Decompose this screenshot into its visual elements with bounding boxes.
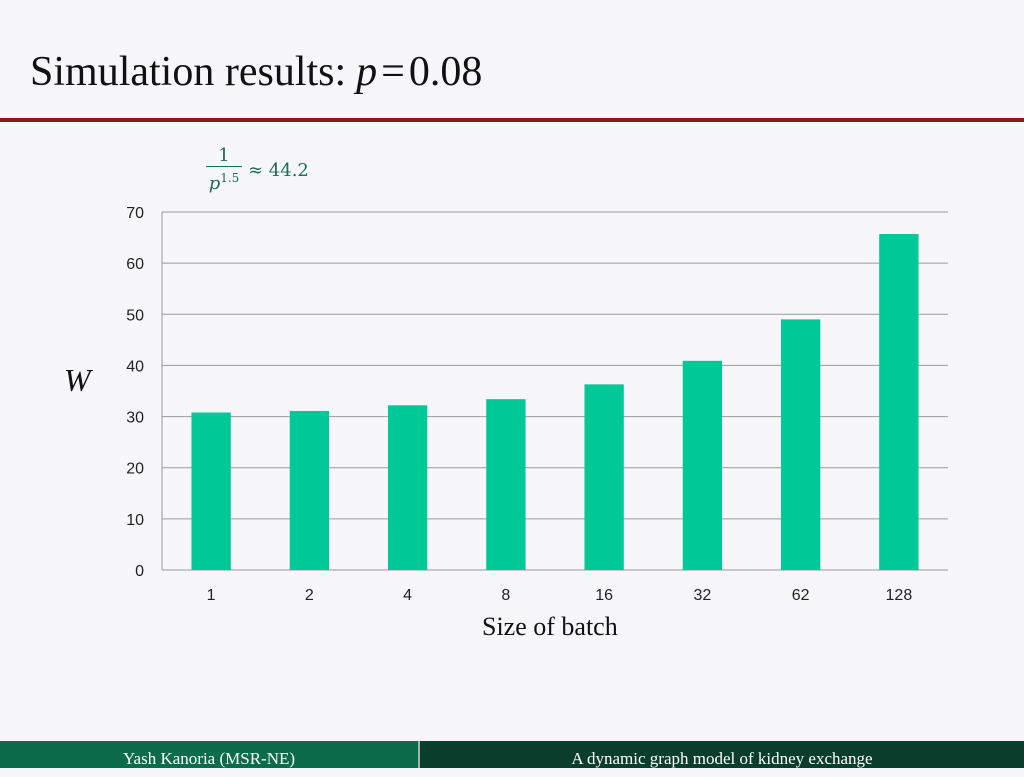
y-tick-label: 20: [126, 461, 144, 478]
title-variable: p: [356, 49, 378, 95]
formula-denominator-var: p: [208, 173, 221, 194]
x-tick-label: 128: [886, 587, 913, 604]
bar: [289, 410, 330, 570]
x-tick-label: 1: [207, 587, 216, 604]
y-tick-label: 30: [126, 410, 144, 427]
bar: [879, 233, 919, 570]
x-axis-label: Size of batch: [482, 612, 618, 641]
bar: [682, 360, 723, 570]
y-tick-label: 0: [135, 563, 144, 580]
formula-annotation: 1 p1.5 ≈ 44.2: [206, 146, 309, 195]
formula-fraction: 1 p1.5: [206, 146, 242, 195]
footer: Yash Kanoria (MSR-NE) A dynamic graph mo…: [0, 741, 1024, 768]
bar: [584, 384, 624, 570]
title-divider: [0, 118, 1024, 122]
y-tick-label: 10: [126, 512, 144, 529]
y-tick-label: 60: [126, 256, 144, 273]
formula-denominator: p1.5: [209, 167, 240, 195]
y-axis-label: W: [64, 362, 91, 398]
y-tick-label: 50: [126, 307, 144, 324]
x-tick-label: 16: [595, 587, 613, 604]
bar: [191, 412, 231, 570]
formula-numerator: 1: [218, 145, 230, 166]
x-tick-label: 4: [403, 587, 412, 604]
y-tick-label: 70: [126, 205, 144, 222]
x-tick-label: 8: [501, 587, 510, 604]
title-value: 0.08: [408, 49, 483, 95]
bar: [486, 399, 526, 570]
bar-chart: 0 10 20 30 40 50 60 70 1 2 4 8 16 32 62 128: [126, 205, 948, 604]
x-tick-label: 32: [693, 587, 711, 604]
formula-relation: ≈ 44.2: [248, 160, 309, 181]
x-tick-label: 62: [792, 587, 810, 604]
footer-author: Yash Kanoria (MSR-NE): [0, 741, 418, 768]
y-tick-label: 40: [126, 358, 144, 375]
title-text: Simulation results:: [30, 49, 347, 95]
footer-talk-title: A dynamic graph model of kidney exchange: [418, 741, 1024, 768]
x-tick-label: 2: [305, 587, 314, 604]
bar: [780, 319, 821, 570]
slide-title: Simulation results: p=0.08: [30, 48, 482, 96]
bar: [387, 405, 428, 570]
formula-exponent: 1.5: [220, 171, 240, 185]
fraction-bar: [206, 166, 242, 167]
title-equals: =: [381, 49, 405, 95]
